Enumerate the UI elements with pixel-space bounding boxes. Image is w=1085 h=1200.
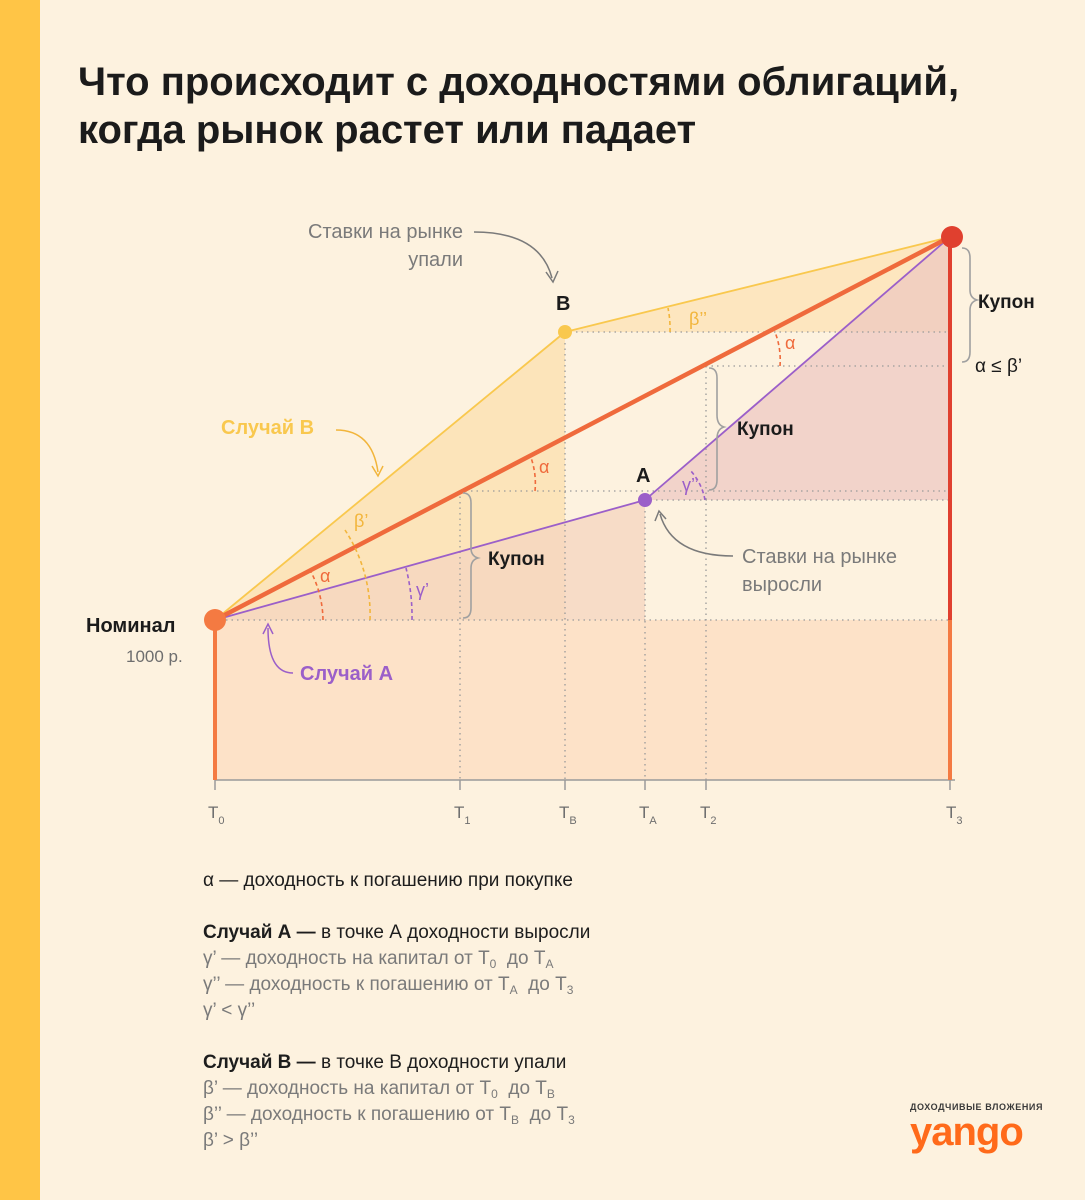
tick-labels: T0 T1 TB TA T2 T3	[208, 803, 963, 827]
point-a-label: A	[636, 465, 650, 487]
case-a-line-1	[214, 499, 646, 621]
case-a-text: в точке А доходности выросли	[315, 922, 591, 943]
case-a-arrow	[267, 627, 294, 674]
case-b-line-2	[564, 236, 951, 333]
tick-t2: T2	[700, 803, 717, 827]
title-line-2: когда рынок растет или падает	[78, 108, 697, 152]
tick-tb: TB	[559, 803, 577, 827]
legend: α — доходность к погашению при покупке С…	[203, 868, 843, 1154]
case-b-arrow	[335, 429, 379, 473]
case-b-heading: Случай В — в точке В доходности упали	[203, 1050, 843, 1076]
nominal-value: 1000 р.	[126, 647, 183, 666]
rates-fell-arrow	[473, 231, 553, 279]
angle-beta2-b: β’’	[689, 309, 707, 329]
title-line-1: Что происходит с доходностями облигаций,	[78, 60, 960, 104]
case-a-arrowhead	[262, 622, 274, 635]
rates-fell-arrowhead	[545, 270, 559, 284]
angle-alpha-t2: α	[785, 333, 795, 353]
rates-fell-line-2: упали	[408, 249, 463, 271]
case-b-label: Случай B	[221, 417, 314, 439]
brand-tagline: доходчивые вложения	[910, 1102, 1044, 1112]
angle-gamma1-origin: γ’	[416, 580, 429, 600]
point-b-label: B	[556, 293, 570, 315]
case-a-head: Случай А —	[203, 922, 316, 943]
case-b-text: в точке В доходности упали	[315, 1052, 567, 1073]
brand-logo: yango	[910, 1110, 1024, 1154]
tick-ta: TA	[639, 803, 657, 827]
coupon-label-left: Купон	[488, 549, 545, 570]
angle-beta1-origin: β’	[354, 511, 368, 531]
beta2-def: β’’ — доходность к погашению от TB до T3	[203, 1104, 575, 1127]
arc-gamma1-origin	[405, 567, 413, 621]
angle-gamma2-a: γ’’	[682, 475, 699, 495]
rates-rose-arrowhead	[654, 509, 667, 522]
axis-ticks	[214, 780, 951, 790]
tick-t3: T3	[946, 803, 963, 827]
arc-alpha-t2	[774, 331, 782, 367]
angle-alpha-origin: α	[320, 566, 330, 586]
rates-fell-line-1: Ставки на рынке	[308, 221, 463, 243]
case-b-line-1	[214, 331, 566, 621]
arc-gamma2-a	[689, 469, 706, 501]
nominal-point	[204, 609, 226, 631]
point-a	[638, 493, 652, 507]
coupon-brace-left	[462, 492, 481, 619]
point-b	[558, 325, 572, 339]
case-b-arrowhead	[371, 465, 384, 478]
main-yield-line	[213, 235, 952, 622]
nominal-area	[215, 620, 950, 780]
tick-t1: T1	[454, 803, 471, 827]
coupon-brace-mid	[708, 367, 727, 491]
gamma2-def: γ’’ — доходность к погашению от TA до T3	[203, 974, 574, 997]
case-a-label: Случай A	[300, 663, 393, 685]
nominal-label: Номинал	[86, 615, 175, 637]
alpha-definition: α — доходность к погашению при покупке	[203, 870, 573, 891]
side-accent-bar	[0, 0, 40, 1200]
page-title: Что происходит с доходностями облигаций,…	[78, 58, 1058, 154]
rates-rose-line-2: выросли	[742, 574, 822, 596]
arc-alpha-t1	[529, 454, 537, 492]
guide-lines	[215, 331, 950, 780]
alpha-le-beta-label: α ≤ β’	[975, 356, 1022, 377]
rates-rose-line-1: Ставки на рынке	[742, 546, 897, 568]
arc-alpha-origin	[309, 569, 324, 621]
beta-relation: β’ > β’’	[203, 1130, 259, 1151]
case-b-head: Случай В —	[203, 1052, 316, 1073]
arc-beta2-b	[667, 307, 671, 333]
gamma-relation: γ’ < γ’’	[203, 1000, 256, 1021]
coupon-label-mid: Купон	[737, 419, 794, 440]
case-a-line-2	[644, 236, 951, 501]
maturity-point	[941, 226, 963, 248]
case-a-heading: Случай А — в точке А доходности выросли	[203, 920, 843, 946]
coupon-label-right: Купон	[978, 292, 1035, 313]
arc-beta1-origin	[344, 529, 371, 621]
brand-logo-block: доходчивые вложения yango	[910, 1102, 1044, 1154]
gamma1-def: γ’ — доходность на капитал от T0 до TA	[203, 948, 554, 971]
rates-rose-arrow	[659, 513, 734, 557]
tick-t0: T0	[208, 803, 225, 827]
angle-alpha-t1: α	[539, 457, 549, 477]
beta1-def: β’ — доходность на капитал от T0 до TB	[203, 1078, 555, 1101]
coupon-brace-right	[961, 247, 980, 363]
